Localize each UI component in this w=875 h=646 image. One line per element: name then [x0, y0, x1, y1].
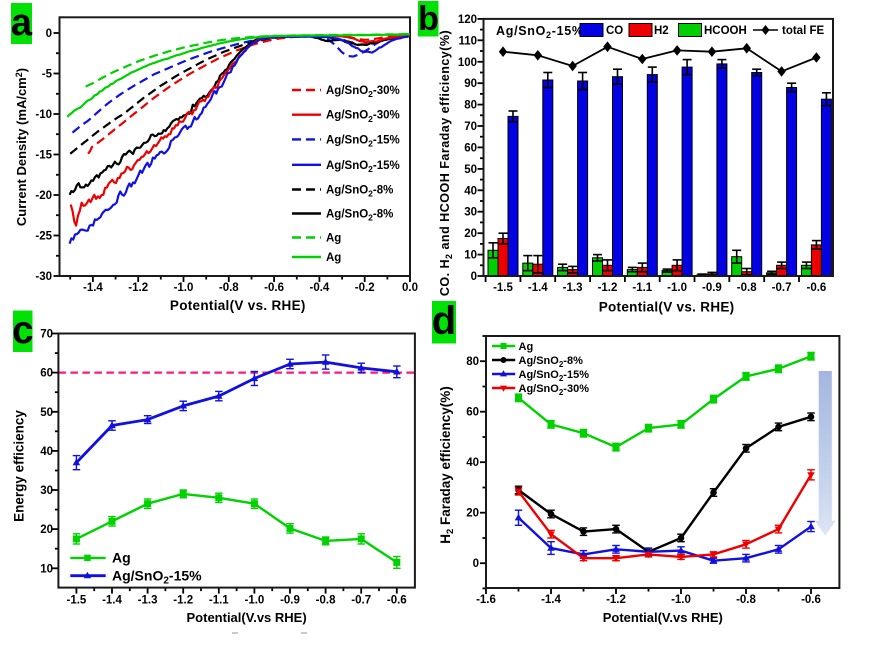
svg-text:20: 20: [466, 508, 479, 520]
svg-text:Ag/SnO2-30%: Ag/SnO2-30%: [326, 110, 400, 124]
svg-text:110: 110: [458, 35, 477, 47]
svg-text:total FE: total FE: [782, 25, 824, 37]
svg-text:-1.4: -1.4: [102, 595, 122, 607]
svg-text:-15: -15: [35, 150, 52, 162]
svg-text:-5: -5: [42, 69, 53, 81]
svg-text:50: 50: [40, 407, 53, 419]
svg-text:Ag/SnO2-8%: Ag/SnO2-8%: [519, 355, 584, 369]
svg-text:20: 20: [40, 524, 53, 536]
svg-text:H2: H2: [654, 25, 669, 37]
svg-text:Ag/SnO2-15%: Ag/SnO2-15%: [326, 134, 400, 148]
svg-text:HCOOH: HCOOH: [704, 25, 747, 37]
svg-text:90: 90: [464, 78, 477, 90]
svg-text:Ag/SnO2-8%: Ag/SnO2-8%: [326, 185, 393, 199]
svg-text:CO: CO: [606, 25, 623, 37]
svg-text:-1.4: -1.4: [83, 282, 103, 294]
svg-text:40: 40: [466, 457, 479, 469]
svg-text:-1.1: -1.1: [632, 282, 652, 294]
svg-text:-0.6: -0.6: [387, 595, 407, 607]
svg-text:-1.2: -1.2: [606, 594, 626, 606]
svg-text:-0.9: -0.9: [702, 282, 722, 294]
svg-text:Current Density (mA/cm2): Current Density (mA/cm2): [14, 68, 29, 226]
svg-text:20: 20: [464, 228, 477, 240]
svg-text:-20: -20: [35, 190, 52, 202]
svg-text:60: 60: [464, 142, 477, 154]
svg-text:Ag/SnO2-15%: Ag/SnO2-15%: [112, 568, 202, 587]
svg-text:Ag: Ag: [326, 252, 341, 264]
svg-text:0.0: 0.0: [402, 282, 418, 294]
svg-text:120: 120: [458, 14, 477, 26]
svg-text:-1.0: -1.0: [671, 594, 691, 606]
svg-text:-0.6: -0.6: [264, 282, 284, 294]
svg-text:-0.8: -0.8: [737, 282, 757, 294]
svg-text:-1.2: -1.2: [173, 595, 193, 607]
svg-text:80: 80: [466, 356, 479, 368]
svg-text:10: 10: [464, 250, 477, 262]
svg-text:Ag/SnO2-8%: Ag/SnO2-8%: [326, 209, 393, 223]
svg-text:Potential(V.vs RHE): Potential(V.vs RHE): [187, 610, 307, 625]
svg-text:-30: -30: [35, 271, 52, 283]
svg-text:Potential(V.vs RHE): Potential(V.vs RHE): [603, 610, 723, 625]
svg-text:Potential(V vs. RHE): Potential(V vs. RHE): [170, 298, 306, 313]
svg-text:-1.5: -1.5: [493, 282, 513, 294]
svg-text:CO. H2 and HCOOH Faraday effi: CO. H2 and HCOOH Faraday efficiency(%): [438, 30, 454, 296]
svg-text:-0.6: -0.6: [806, 282, 826, 294]
svg-text:-1.6: -1.6: [476, 594, 496, 606]
svg-text:-1.3: -1.3: [138, 595, 158, 607]
svg-text:40: 40: [464, 185, 477, 197]
svg-text:60: 60: [466, 407, 479, 419]
svg-text:Ag/SnO2-15%: Ag/SnO2-15%: [326, 160, 400, 174]
svg-text:a: a: [11, 2, 33, 44]
svg-text:-0.7: -0.7: [351, 595, 371, 607]
svg-text:c: c: [12, 309, 33, 352]
svg-text:Ag: Ag: [519, 341, 534, 353]
svg-text:-0.2: -0.2: [355, 282, 375, 294]
svg-text:Ag/SnO2-15%: Ag/SnO2-15%: [519, 369, 590, 383]
svg-text:-1.4: -1.4: [528, 282, 548, 294]
svg-text:Ag: Ag: [326, 233, 341, 245]
svg-text:-1.2: -1.2: [128, 282, 148, 294]
svg-text:50: 50: [464, 164, 477, 176]
svg-text:-1.0: -1.0: [174, 282, 194, 294]
svg-text:Ag/SnO2-30%: Ag/SnO2-30%: [519, 383, 590, 397]
svg-text:b: b: [418, 0, 439, 38]
svg-text:60: 60: [40, 368, 53, 380]
svg-text:-25: -25: [35, 231, 52, 243]
svg-text:-0.6: -0.6: [801, 594, 821, 606]
svg-text:-1.4: -1.4: [541, 594, 561, 606]
svg-text:70: 70: [464, 121, 477, 133]
svg-text:30: 30: [40, 485, 53, 497]
svg-text:10: 10: [40, 563, 53, 575]
svg-text:40: 40: [40, 446, 53, 458]
svg-text:-1.5: -1.5: [66, 595, 86, 607]
svg-text:-0.9: -0.9: [280, 595, 300, 607]
svg-text:-0.8: -0.8: [219, 282, 239, 294]
svg-text:-1.0: -1.0: [667, 282, 687, 294]
svg-text:-0.8: -0.8: [736, 594, 756, 606]
svg-text:0: 0: [471, 271, 477, 283]
svg-text:Energy efficiency: Energy efficiency: [12, 410, 27, 522]
svg-text:100: 100: [458, 57, 477, 69]
svg-text:-0.4: -0.4: [309, 282, 329, 294]
svg-text:Potential(V vs. RHE): Potential(V vs. RHE): [599, 300, 735, 315]
svg-text:-1.1: -1.1: [209, 595, 229, 607]
svg-text:70: 70: [40, 329, 53, 341]
svg-text:-0.8: -0.8: [316, 595, 336, 607]
svg-text:-0.7: -0.7: [772, 282, 792, 294]
svg-text:-1.0: -1.0: [244, 595, 264, 607]
svg-text:-1.2: -1.2: [598, 282, 618, 294]
svg-text:H2 Faraday efficiency(%): H2 Faraday efficiency(%): [438, 386, 456, 544]
svg-text:Ag: Ag: [112, 550, 131, 566]
svg-text:Ag/SnO2-15%: Ag/SnO2-15%: [496, 24, 584, 40]
svg-text:0: 0: [46, 28, 52, 40]
svg-text:80: 80: [464, 100, 477, 112]
svg-text:0: 0: [473, 558, 479, 570]
svg-text:-1.3: -1.3: [563, 282, 583, 294]
svg-text:d: d: [432, 299, 456, 343]
svg-text:30: 30: [464, 207, 477, 219]
svg-text:Ag/SnO2-30%: Ag/SnO2-30%: [326, 85, 400, 99]
svg-text:-10: -10: [35, 109, 52, 121]
